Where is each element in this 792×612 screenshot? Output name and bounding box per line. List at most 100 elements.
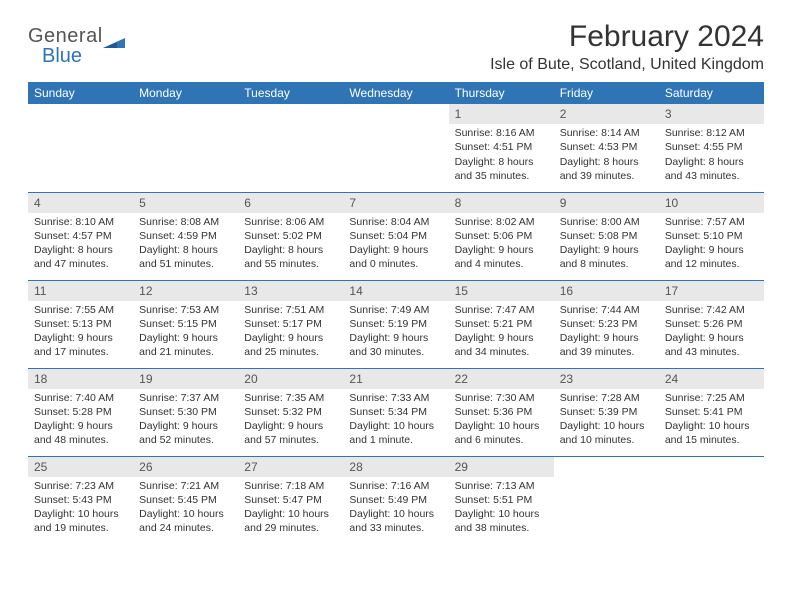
- calendar-table: Sunday Monday Tuesday Wednesday Thursday…: [28, 82, 764, 544]
- sunrise-line: Sunrise: 8:10 AM: [34, 215, 127, 229]
- daylight-line: Daylight: 9 hours and 34 minutes.: [455, 331, 548, 359]
- sunset-line: Sunset: 5:08 PM: [560, 229, 653, 243]
- day-number: 18: [28, 369, 133, 389]
- title-block: February 2024 Isle of Bute, Scotland, Un…: [490, 20, 764, 74]
- daylight-line: Daylight: 10 hours and 29 minutes.: [244, 507, 337, 535]
- daylight-line: Daylight: 8 hours and 39 minutes.: [560, 155, 653, 183]
- calendar-day-cell: 4Sunrise: 8:10 AMSunset: 4:57 PMDaylight…: [28, 192, 133, 280]
- sunset-line: Sunset: 5:36 PM: [455, 405, 548, 419]
- sunrise-line: Sunrise: 7:16 AM: [349, 479, 442, 493]
- weekday-header: Wednesday: [343, 82, 448, 104]
- brand-logo: General Blue: [28, 20, 125, 66]
- daylight-line: Daylight: 9 hours and 30 minutes.: [349, 331, 442, 359]
- calendar-day-cell: 14Sunrise: 7:49 AMSunset: 5:19 PMDayligh…: [343, 280, 448, 368]
- weekday-header-row: Sunday Monday Tuesday Wednesday Thursday…: [28, 82, 764, 104]
- calendar-day-cell: 8 Sunrise: 8:02 AMSunset: 5:06 PMDaylight…: [449, 192, 554, 280]
- day-number: 3: [659, 104, 764, 124]
- sunrise-line: Sunrise: 7:18 AM: [244, 479, 337, 493]
- sunset-line: Sunset: 4:55 PM: [665, 140, 758, 154]
- calendar-day-cell: [133, 104, 238, 192]
- daylight-line: Daylight: 9 hours and 17 minutes.: [34, 331, 127, 359]
- brand-triangle-icon: [103, 34, 125, 52]
- sunset-line: Sunset: 5:13 PM: [34, 317, 127, 331]
- daylight-line: Daylight: 10 hours and 15 minutes.: [665, 419, 758, 447]
- sunrise-line: Sunrise: 7:28 AM: [560, 391, 653, 405]
- calendar-day-cell: 20Sunrise: 7:35 AMSunset: 5:32 PMDayligh…: [238, 368, 343, 456]
- day-number: 14: [343, 281, 448, 301]
- calendar-day-cell: 12Sunrise: 7:53 AMSunset: 5:15 PMDayligh…: [133, 280, 238, 368]
- sunset-line: Sunset: 5:28 PM: [34, 405, 127, 419]
- calendar-day-cell: 25Sunrise: 7:23 AMSunset: 5:43 PMDayligh…: [28, 456, 133, 544]
- calendar-day-cell: 5Sunrise: 8:08 AMSunset: 4:59 PMDaylight…: [133, 192, 238, 280]
- calendar-day-cell: 1Sunrise: 8:16 AMSunset: 4:51 PMDaylight…: [449, 104, 554, 192]
- daylight-line: Daylight: 9 hours and 4 minutes.: [455, 243, 548, 271]
- sunset-line: Sunset: 5:49 PM: [349, 493, 442, 507]
- sunset-line: Sunset: 5:21 PM: [455, 317, 548, 331]
- calendar-day-cell: 26Sunrise: 7:21 AMSunset: 5:45 PMDayligh…: [133, 456, 238, 544]
- daylight-line: Daylight: 9 hours and 39 minutes.: [560, 331, 653, 359]
- day-number: 5: [133, 193, 238, 213]
- day-number: 2: [554, 104, 659, 124]
- sunset-line: Sunset: 4:53 PM: [560, 140, 653, 154]
- sunset-line: Sunset: 4:51 PM: [455, 140, 548, 154]
- day-number: 29: [449, 457, 554, 477]
- day-number: 10: [659, 193, 764, 213]
- calendar-day-cell: 15Sunrise: 7:47 AMSunset: 5:21 PMDayligh…: [449, 280, 554, 368]
- sunset-line: Sunset: 5:17 PM: [244, 317, 337, 331]
- day-number: 4: [28, 193, 133, 213]
- sunset-line: Sunset: 5:51 PM: [455, 493, 548, 507]
- sunset-line: Sunset: 5:02 PM: [244, 229, 337, 243]
- calendar-day-cell: 27Sunrise: 7:18 AMSunset: 5:47 PMDayligh…: [238, 456, 343, 544]
- day-number: 19: [133, 369, 238, 389]
- sunrise-line: Sunrise: 7:37 AM: [139, 391, 232, 405]
- calendar-day-cell: 19Sunrise: 7:37 AMSunset: 5:30 PMDayligh…: [133, 368, 238, 456]
- daylight-line: Daylight: 9 hours and 25 minutes.: [244, 331, 337, 359]
- day-number: 23: [554, 369, 659, 389]
- day-number: 21: [343, 369, 448, 389]
- sunrise-line: Sunrise: 7:57 AM: [665, 215, 758, 229]
- calendar-day-cell: [554, 456, 659, 544]
- day-number: 12: [133, 281, 238, 301]
- day-number: 27: [238, 457, 343, 477]
- day-number: 26: [133, 457, 238, 477]
- sunrise-line: Sunrise: 8:16 AM: [455, 126, 548, 140]
- calendar-day-cell: 2Sunrise: 8:14 AMSunset: 4:53 PMDaylight…: [554, 104, 659, 192]
- day-number: 15: [449, 281, 554, 301]
- sunrise-line: Sunrise: 7:33 AM: [349, 391, 442, 405]
- daylight-line: Daylight: 8 hours and 43 minutes.: [665, 155, 758, 183]
- day-number: 8: [449, 193, 554, 213]
- day-number: 28: [343, 457, 448, 477]
- day-number: 13: [238, 281, 343, 301]
- sunset-line: Sunset: 5:41 PM: [665, 405, 758, 419]
- location-text: Isle of Bute, Scotland, United Kingdom: [490, 56, 764, 74]
- sunset-line: Sunset: 5:32 PM: [244, 405, 337, 419]
- sunrise-line: Sunrise: 7:44 AM: [560, 303, 653, 317]
- sunrise-line: Sunrise: 7:25 AM: [665, 391, 758, 405]
- sunset-line: Sunset: 5:15 PM: [139, 317, 232, 331]
- calendar-week-row: 11Sunrise: 7:55 AMSunset: 5:13 PMDayligh…: [28, 280, 764, 368]
- calendar-day-cell: 24Sunrise: 7:25 AMSunset: 5:41 PMDayligh…: [659, 368, 764, 456]
- calendar-day-cell: 17Sunrise: 7:42 AMSunset: 5:26 PMDayligh…: [659, 280, 764, 368]
- calendar-day-cell: 28Sunrise: 7:16 AMSunset: 5:49 PMDayligh…: [343, 456, 448, 544]
- calendar-day-cell: 29Sunrise: 7:13 AMSunset: 5:51 PMDayligh…: [449, 456, 554, 544]
- calendar-day-cell: 9Sunrise: 8:00 AMSunset: 5:08 PMDaylight…: [554, 192, 659, 280]
- sunrise-line: Sunrise: 8:12 AM: [665, 126, 758, 140]
- daylight-line: Daylight: 9 hours and 8 minutes.: [560, 243, 653, 271]
- daylight-line: Daylight: 9 hours and 21 minutes.: [139, 331, 232, 359]
- day-number: 25: [28, 457, 133, 477]
- daylight-line: Daylight: 10 hours and 24 minutes.: [139, 507, 232, 535]
- sunrise-line: Sunrise: 7:49 AM: [349, 303, 442, 317]
- day-number: 7: [343, 193, 448, 213]
- daylight-line: Daylight: 9 hours and 57 minutes.: [244, 419, 337, 447]
- calendar-day-cell: 18Sunrise: 7:40 AMSunset: 5:28 PMDayligh…: [28, 368, 133, 456]
- daylight-line: Daylight: 10 hours and 6 minutes.: [455, 419, 548, 447]
- day-number: 1: [449, 104, 554, 124]
- calendar-week-row: 18Sunrise: 7:40 AMSunset: 5:28 PMDayligh…: [28, 368, 764, 456]
- calendar-day-cell: 16Sunrise: 7:44 AMSunset: 5:23 PMDayligh…: [554, 280, 659, 368]
- calendar-day-cell: [659, 456, 764, 544]
- sunrise-line: Sunrise: 8:02 AM: [455, 215, 548, 229]
- sunrise-line: Sunrise: 8:06 AM: [244, 215, 337, 229]
- sunset-line: Sunset: 4:57 PM: [34, 229, 127, 243]
- weekday-header: Monday: [133, 82, 238, 104]
- sunset-line: Sunset: 5:06 PM: [455, 229, 548, 243]
